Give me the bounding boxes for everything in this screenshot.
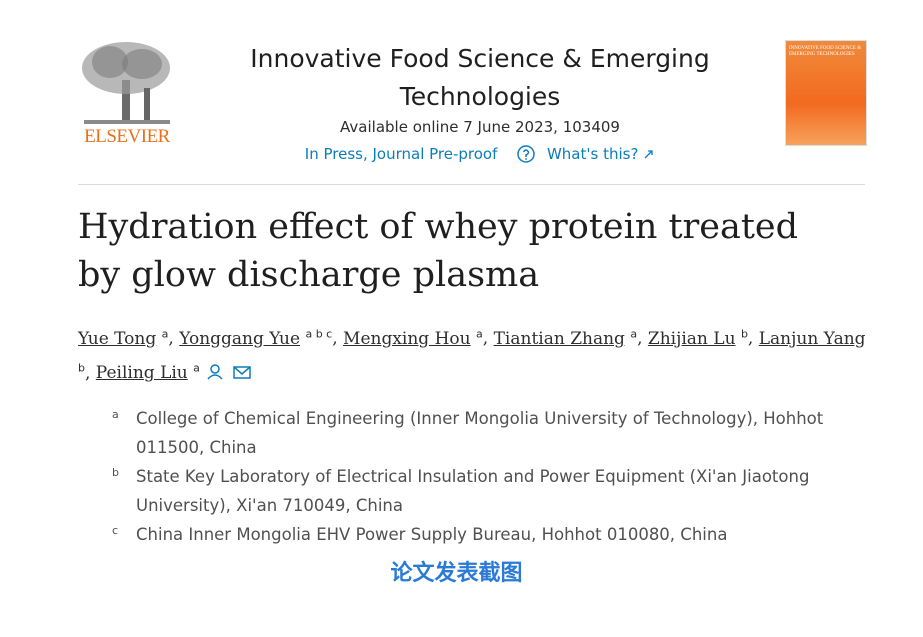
author-affiliation-marks: b [740,327,748,340]
author-name[interactable]: Mengxing Hou [343,328,471,349]
status-row: In Press, Journal Pre-proof What's this? [230,145,730,163]
availability: Available online 7 June 2023, 103409 [340,118,620,136]
author-affiliation-marks: a [193,361,200,375]
separator: , [168,328,174,349]
affiliation-label: c [112,524,119,537]
affiliation: b State Key Laboratory of Electrical Insu… [112,462,872,520]
author[interactable]: Zhijian Lu b [647,327,748,349]
author-affiliation-marks: b [78,361,85,375]
separator: , [637,328,643,349]
affiliation-text: State Key Laboratory of Electrical Insul… [136,467,810,515]
caption: 论文发表截图 [390,561,523,586]
author-affiliation-marks: a [476,327,483,340]
author-list: Yue Tong a, Yonggang Yue a b c, Mengxing… [78,319,868,388]
author[interactable]: Yonggang Yue a b c [179,327,333,349]
affiliation-label: a [112,408,119,421]
journal-title[interactable]: Innovative Food Science & Emerging Techn… [250,44,710,111]
contact-icons[interactable] [206,363,252,381]
affiliation: c China Inner Mongolia EHV Power Supply B… [112,520,872,549]
divider [78,184,865,185]
author-name[interactable]: Yue Tong [78,328,157,349]
author[interactable]: Lanjun Yang b [78,329,866,384]
author-name[interactable]: Peiling Liu [95,363,188,384]
author-affiliation-marks: a [161,327,169,340]
cover-title: INNOVATIVE FOOD SCIENCE & EMERGING TECHN… [789,46,861,57]
separator: , [747,328,754,349]
help-icon[interactable] [516,145,538,163]
separator: , [332,328,338,349]
affiliation-text: College of Chemical Engineering (Inner M… [136,409,824,457]
journal-cover[interactable] [785,40,867,146]
author-name[interactable]: Yonggang Yue [179,328,301,349]
affiliation-list: a College of Chemical Engineering (Inner … [112,404,872,549]
affiliation-text: China Inner Mongolia EHV Power Supply Bu… [136,525,728,544]
affiliation: a College of Chemical Engineering (Inner … [112,404,872,462]
author-affiliation-marks: a [630,327,638,340]
status: In Press, Journal Pre-proof [304,145,498,163]
author[interactable]: Peiling Liu a [95,361,200,384]
author[interactable]: Mengxing Hou a [343,327,483,349]
publisher-name: ELSEVIER [84,126,170,147]
affiliation-label: b [112,466,119,479]
publisher-logo [82,42,170,124]
help-link[interactable]: What's this? [546,145,639,163]
article-title: Hydration effect of whey protein treated… [78,207,799,295]
external-icon [644,150,653,159]
author[interactable]: Yue Tong a [78,327,169,349]
author[interactable]: Tiantian Zhang a [493,327,638,349]
separator: , [482,328,489,349]
separator: , [84,363,91,384]
author-name[interactable]: Tiantian Zhang [493,328,625,349]
author-affiliation-marks: a b c [305,327,333,340]
author-name[interactable]: Zhijian Lu [647,328,736,349]
author-name[interactable]: Lanjun Yang [758,328,866,349]
